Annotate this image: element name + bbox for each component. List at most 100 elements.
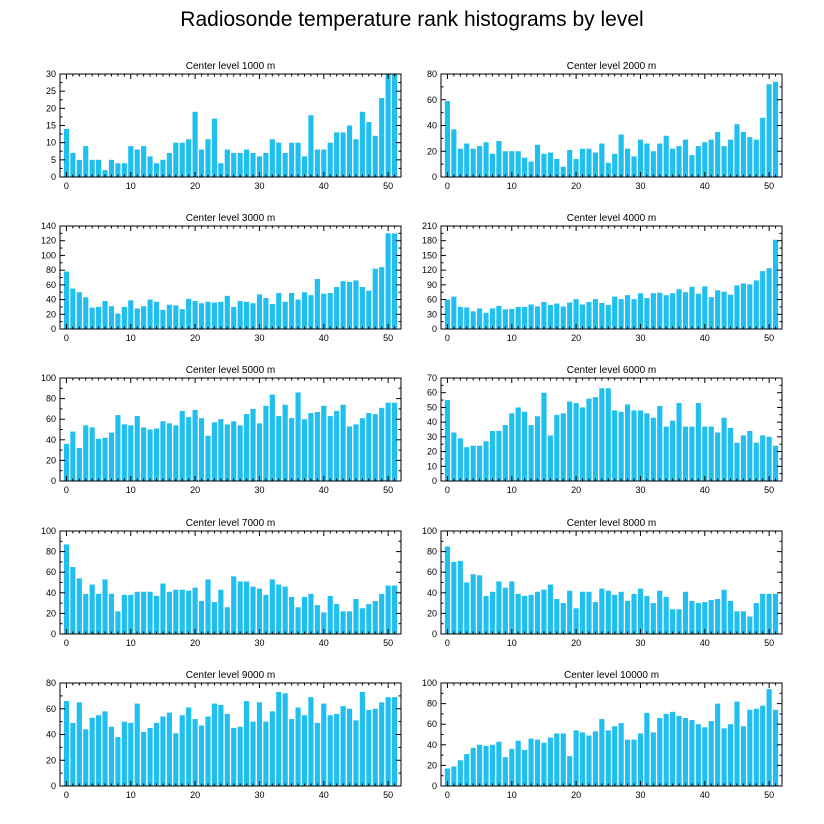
- y-tick-label: 40: [46, 588, 56, 598]
- bar: [451, 296, 457, 329]
- bar: [599, 588, 605, 634]
- bar: [573, 730, 579, 786]
- bar: [250, 152, 256, 177]
- bar: [218, 419, 224, 481]
- bar: [625, 601, 631, 634]
- bar: [496, 430, 502, 481]
- bar: [747, 616, 753, 634]
- bar: [256, 702, 263, 786]
- bar: [353, 424, 359, 481]
- bar: [237, 152, 243, 177]
- bar: [657, 405, 663, 481]
- bar: [560, 733, 566, 786]
- bar: [528, 738, 534, 786]
- x-tick-label: 30: [254, 638, 264, 648]
- x-tick-label: 10: [126, 790, 136, 800]
- bar: [83, 593, 89, 634]
- bar: [263, 298, 269, 329]
- bar: [115, 737, 121, 786]
- x-tick-label: 20: [571, 638, 581, 648]
- bar: [689, 601, 695, 634]
- bar: [308, 295, 314, 329]
- x-tick-label: 40: [319, 333, 329, 343]
- bar: [650, 732, 656, 786]
- bar: [314, 605, 320, 634]
- y-tick-label: 50: [427, 402, 437, 412]
- bar: [108, 159, 115, 177]
- bar: [444, 299, 451, 329]
- x-tick-label: 20: [190, 790, 200, 800]
- bar: [721, 146, 727, 177]
- bar: [612, 410, 618, 481]
- bar: [496, 140, 502, 177]
- bar: [515, 151, 521, 177]
- bar: [695, 403, 701, 481]
- bar: [451, 432, 457, 481]
- bar: [295, 707, 301, 786]
- bar: [547, 737, 553, 786]
- bar: [179, 309, 185, 329]
- bar: [346, 611, 353, 634]
- bar: [631, 739, 637, 786]
- bar: [670, 293, 676, 329]
- bar: [760, 593, 766, 634]
- bar: [308, 115, 314, 177]
- y-tick-label: 100: [41, 250, 56, 260]
- bar: [391, 585, 398, 634]
- bar: [153, 595, 160, 634]
- bar: [599, 388, 605, 481]
- y-tick-label: 20: [46, 103, 56, 113]
- bar: [734, 611, 740, 634]
- bar: [379, 702, 385, 786]
- bar: [353, 139, 359, 177]
- bar: [477, 744, 483, 786]
- x-tick-label: 40: [319, 790, 329, 800]
- bar: [547, 435, 553, 481]
- bar: [379, 267, 385, 329]
- bar: [340, 132, 346, 177]
- bar: [715, 598, 721, 634]
- bar: [192, 719, 198, 786]
- panel-title: Center level 9000 m: [186, 670, 276, 681]
- bar: [70, 722, 76, 786]
- bar: [70, 152, 76, 177]
- bar: [560, 166, 566, 177]
- bar: [321, 293, 327, 329]
- bar: [612, 594, 618, 634]
- bar: [89, 427, 95, 481]
- bar: [334, 713, 340, 786]
- bar: [256, 423, 263, 481]
- y-tick-label: 10: [427, 461, 437, 471]
- bar: [605, 162, 611, 177]
- bar: [541, 589, 547, 634]
- bar: [359, 418, 365, 481]
- bar: [70, 288, 76, 329]
- bar: [689, 286, 695, 329]
- bar: [205, 139, 211, 177]
- bar: [470, 574, 476, 634]
- bar: [141, 591, 147, 634]
- bar: [702, 286, 708, 329]
- bar: [592, 731, 598, 786]
- bar: [515, 407, 521, 481]
- figure-title: Radiosonde temperature rank histograms b…: [180, 8, 644, 31]
- x-tick-label: 20: [190, 181, 200, 191]
- bar: [295, 392, 301, 481]
- bar: [128, 594, 134, 634]
- bar: [753, 280, 759, 329]
- bar: [141, 731, 147, 786]
- y-tick-label: 40: [427, 417, 437, 427]
- bar: [644, 298, 650, 329]
- x-tick-label: 50: [764, 638, 774, 648]
- bar: [366, 604, 372, 634]
- bar: [502, 425, 508, 481]
- bar: [477, 575, 483, 634]
- bar: [83, 729, 89, 786]
- bar: [766, 268, 772, 329]
- bar: [541, 742, 547, 786]
- bar: [282, 301, 288, 329]
- x-tick-label: 50: [383, 181, 393, 191]
- y-tick-label: 180: [422, 236, 437, 246]
- bar: [554, 303, 560, 329]
- bar: [231, 728, 237, 786]
